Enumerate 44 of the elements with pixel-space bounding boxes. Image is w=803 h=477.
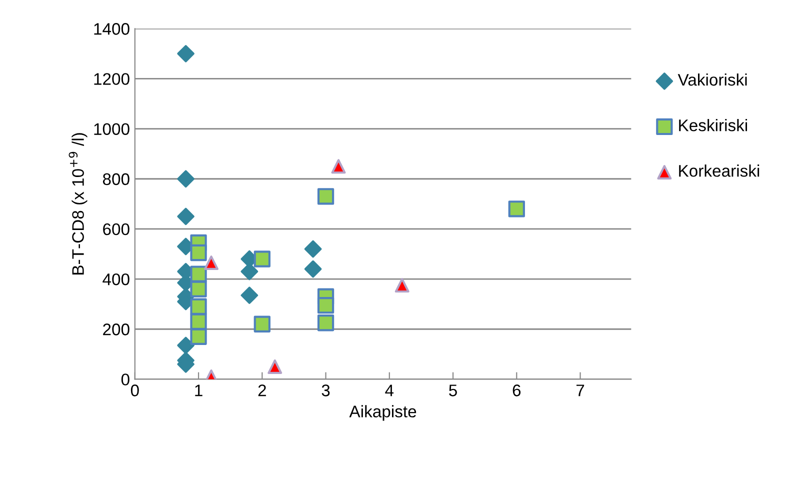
x-tick-label: 2 — [258, 384, 266, 396]
point — [304, 240, 322, 258]
point — [190, 244, 207, 262]
point — [394, 278, 410, 293]
y-axis-title: B-T-CD8 (x 10$^{+9}$ /l) — [68, 133, 88, 274]
point — [254, 250, 270, 268]
x-tick-label: 7 — [576, 384, 584, 396]
point — [317, 297, 334, 314]
x-tick-label: 6 — [512, 384, 521, 396]
x-tick-label: 1 — [195, 384, 202, 396]
point — [190, 280, 207, 298]
point — [177, 45, 194, 62]
legend-label: Vakioriski — [678, 73, 747, 86]
x-tick-label: 0 — [130, 384, 139, 396]
y-tick-label: 0 — [121, 374, 130, 386]
point — [254, 316, 270, 332]
y-tick-label: 1400 — [94, 23, 130, 35]
point — [508, 200, 525, 218]
point — [331, 159, 346, 174]
point — [268, 359, 282, 374]
point — [304, 260, 322, 278]
y-tick-label: 800 — [102, 173, 130, 186]
x-axis-title: Aikapiste — [349, 405, 416, 421]
point — [190, 266, 207, 282]
point — [190, 328, 207, 345]
point — [204, 256, 219, 270]
point — [317, 314, 334, 332]
point — [240, 286, 258, 304]
x-tick-label: 4 — [385, 384, 394, 396]
legend-label: Keskiriski — [679, 119, 748, 132]
point — [177, 208, 194, 226]
y-tick-label: 200 — [103, 324, 130, 336]
y-tick-label: 400 — [102, 273, 130, 286]
point — [317, 188, 334, 205]
point — [190, 313, 207, 330]
y-tick-label: 1200 — [94, 73, 130, 85]
x-tick-label: 5 — [449, 384, 457, 396]
x-tick-label: 3 — [322, 384, 330, 396]
y-tick-label: 600 — [103, 223, 130, 236]
point — [177, 170, 194, 188]
point — [190, 298, 207, 315]
legend-label: Korkeariski — [679, 164, 760, 177]
y-tick-label: 1000 — [94, 123, 130, 135]
point — [177, 336, 194, 354]
